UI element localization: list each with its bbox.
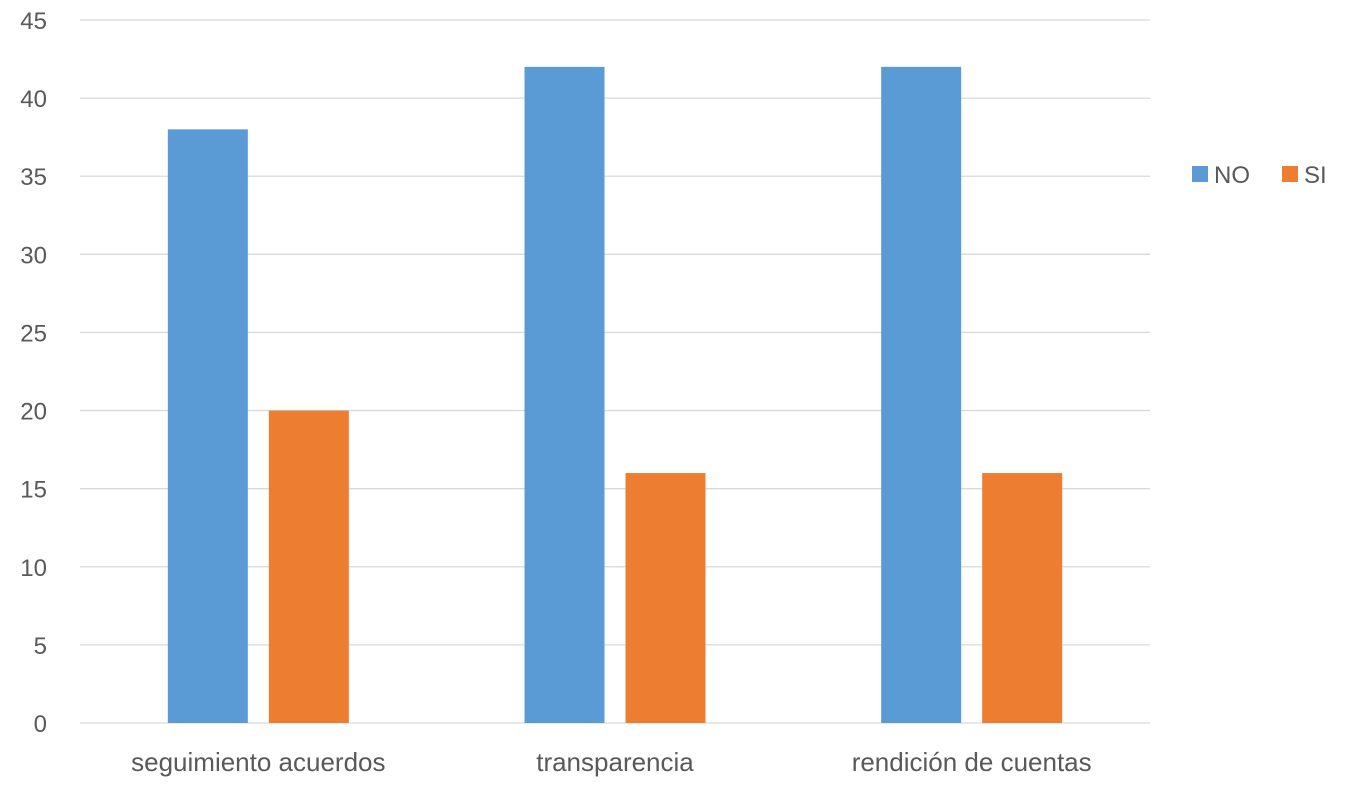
y-tick-label-40: 40: [20, 86, 47, 113]
bar-no-1: [524, 66, 605, 723]
y-axis-tick-labels: 0 5 10 15 20 25 30 35 40 45: [20, 8, 47, 738]
y-tick-label-0: 0: [34, 711, 47, 738]
y-tick-label-30: 30: [20, 242, 47, 269]
y-tick-label-35: 35: [20, 164, 47, 191]
legend: NO SI: [1192, 162, 1327, 189]
y-tick-label-45: 45: [20, 8, 47, 35]
x-category-label-2: rendición de cuentas: [852, 747, 1092, 777]
y-tick-label-5: 5: [34, 633, 47, 660]
legend-swatch-no: [1192, 166, 1208, 182]
y-tick-label-25: 25: [20, 320, 47, 347]
x-category-label-1: transparencia: [536, 747, 694, 777]
bar-si-2: [982, 473, 1063, 723]
bar-no-2: [881, 66, 962, 723]
y-tick-label-20: 20: [20, 399, 47, 426]
y-tick-label-10: 10: [20, 555, 47, 582]
legend-label-si: SI: [1304, 162, 1327, 189]
bar-no-0: [167, 129, 248, 723]
x-axis-category-labels: seguimiento acuerdos transparencia rendici…: [131, 747, 1092, 777]
y-tick-label-15: 15: [20, 477, 47, 504]
bars: [167, 66, 1063, 723]
legend-label-no: NO: [1214, 162, 1250, 189]
bar-si-1: [625, 473, 706, 723]
bar-si-0: [268, 410, 349, 723]
x-category-label-0: seguimiento acuerdos: [131, 747, 385, 777]
gridlines: [80, 19, 1150, 724]
legend-swatch-si: [1282, 166, 1298, 182]
